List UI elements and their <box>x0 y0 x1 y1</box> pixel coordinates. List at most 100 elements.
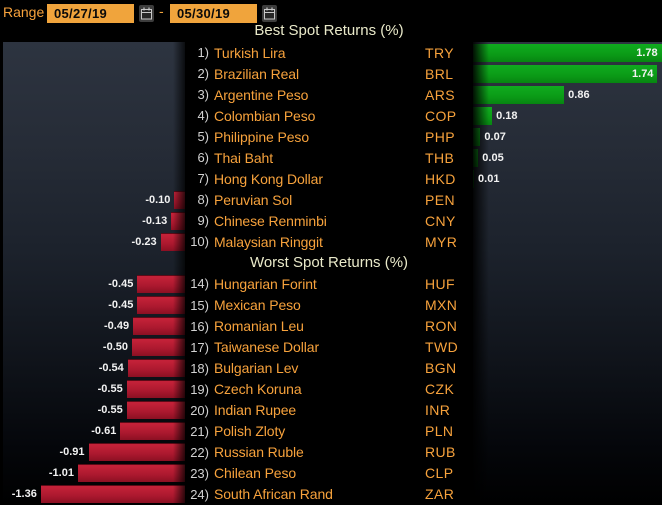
worst-section-title: Worst Spot Returns (%) <box>249 254 409 272</box>
date-end-input[interactable] <box>170 4 257 23</box>
positive-return-bar <box>473 106 493 125</box>
currency-row[interactable]: 15) Mexican Peso MXN <box>185 295 473 316</box>
row-number: 7) <box>197 171 209 187</box>
negative-return-bar <box>120 422 185 441</box>
currency-row[interactable]: 20) Indian Rupee INR <box>185 400 473 421</box>
bar-value-label: 0.05 <box>482 151 504 164</box>
currency-ticker: BRL <box>425 65 454 82</box>
negative-returns-chart-panel: -0.10 -0.13 -0.23 -0.45 -0.45 -0.49 -0.50 -0.54… <box>3 42 185 505</box>
currency-row[interactable]: 19) Czech Koruna CZK <box>185 379 473 400</box>
calendar-end-button[interactable] <box>262 5 277 22</box>
currency-name: Hungarian Forint <box>214 275 317 292</box>
negative-return-bar <box>40 485 185 504</box>
row-number: 1) <box>197 45 209 60</box>
currency-name: Turkish Lira <box>214 44 286 61</box>
date-start-input[interactable] <box>47 4 134 23</box>
range-toolbar: Range - <box>0 0 662 42</box>
calendar-icon <box>264 7 275 20</box>
positive-return-bar <box>473 127 481 146</box>
negative-return-bar <box>171 211 185 230</box>
bar-value-label: 0.18 <box>496 109 518 122</box>
currency-name: Brazilian Real <box>214 65 299 82</box>
bar-value-label: -0.13 <box>142 214 168 227</box>
positive-returns-chart-panel: 1.78 1.74 0.86 0.18 0.07 0.05 0.01 <box>473 42 662 505</box>
currency-name: Taiwanese Dollar <box>214 339 320 356</box>
positive-return-bar <box>473 64 658 83</box>
currency-row[interactable]: 23) Chilean Peso CLP <box>185 463 473 484</box>
bar-value-label: 1.74 <box>632 67 654 80</box>
currency-ticker: PHP <box>425 128 455 145</box>
calendar-start-button[interactable] <box>139 5 154 22</box>
positive-return-bar <box>473 85 565 104</box>
bar-value-label: -0.55 <box>97 383 123 396</box>
currency-row[interactable]: 14) Hungarian Forint HUF <box>185 273 473 294</box>
currency-ticker: TRY <box>425 44 454 61</box>
currency-name: Hong Kong Dollar <box>214 170 323 187</box>
row-number: 23) <box>190 465 209 481</box>
currency-ticker: CLP <box>425 465 454 482</box>
row-number: 17) <box>190 339 209 355</box>
currency-row[interactable]: 18) Bulgarian Lev BGN <box>185 358 473 379</box>
bar-value-label: -1.01 <box>48 467 74 480</box>
currency-row[interactable]: 8) Peruvian Sol PEN <box>185 189 473 210</box>
currency-ticker: ZAR <box>425 486 455 503</box>
row-number: 14) <box>190 276 209 292</box>
currency-row[interactable]: 2) Brazilian Real BRL <box>185 63 473 84</box>
positive-return-bar <box>473 169 475 188</box>
negative-return-bar <box>137 296 185 315</box>
negative-return-bar <box>126 380 185 399</box>
currency-name: Bulgarian Lev <box>214 360 299 377</box>
currency-row[interactable]: 24) South African Rand ZAR <box>185 484 473 505</box>
negative-return-bar <box>174 190 185 209</box>
negative-return-bar <box>160 232 185 251</box>
currency-row[interactable]: 21) Polish Zloty PLN <box>185 421 473 442</box>
row-number: 4) <box>197 108 209 124</box>
currency-name: Malaysian Ringgit <box>214 233 323 250</box>
bar-value-label: -0.49 <box>103 320 130 333</box>
currency-row[interactable]: 5) Philippine Peso PHP <box>185 126 473 147</box>
negative-return-bar <box>77 464 185 483</box>
currency-row[interactable]: 16) Romanian Leu RON <box>185 316 473 337</box>
currency-row[interactable]: 9) Chinese Renminbi CNY <box>185 210 473 231</box>
currency-row[interactable]: 4) Colombian Peso COP <box>185 105 473 126</box>
bar-value-label: -1.36 <box>11 488 37 501</box>
currency-ticker: BGN <box>425 360 457 377</box>
currency-ticker: INR <box>425 402 451 419</box>
row-number: 2) <box>197 66 209 82</box>
currency-ticker: COP <box>425 107 457 124</box>
row-number: 8) <box>197 192 209 208</box>
currency-row[interactable]: 7) Hong Kong Dollar HKD <box>185 168 473 189</box>
currency-name: Thai Baht <box>214 149 274 166</box>
row-number: 16) <box>190 318 209 334</box>
currency-row[interactable]: 6) Thai Baht THB <box>185 147 473 168</box>
bar-value-label: -0.61 <box>91 425 117 438</box>
currency-ticker: HUF <box>425 275 455 292</box>
currency-row[interactable]: 3) Argentine Peso ARS <box>185 84 473 105</box>
negative-return-bar <box>88 443 185 462</box>
currency-ticker: PEN <box>425 191 455 208</box>
bar-value-label: 1.78 <box>636 46 658 59</box>
bar-value-label: -0.45 <box>108 299 134 312</box>
currency-name: Czech Koruna <box>214 381 302 398</box>
currency-ticker: CNY <box>425 212 456 229</box>
currency-row[interactable]: 22) Russian Ruble RUB <box>185 442 473 463</box>
bar-value-label: -0.55 <box>97 404 123 417</box>
bar-value-label: -0.10 <box>145 193 171 206</box>
negative-return-bar <box>132 338 185 357</box>
negative-return-bar <box>137 274 185 293</box>
calendar-icon <box>141 7 152 20</box>
currency-name: South African Rand <box>214 486 333 503</box>
row-number: 21) <box>190 423 209 439</box>
bar-value-label: 0.01 <box>478 172 500 185</box>
currency-list: 1) Turkish Lira TRY 2) Brazilian Real BRL 3) Ar… <box>185 42 473 505</box>
bar-value-label: -0.23 <box>131 235 157 248</box>
bar-value-label: 0.07 <box>484 130 506 143</box>
positive-return-bar <box>473 148 479 167</box>
currency-ticker: MYR <box>425 233 458 250</box>
currency-row[interactable]: 10) Malaysian Ringgit MYR <box>185 231 473 252</box>
currency-row[interactable]: 17) Taiwanese Dollar TWD <box>185 337 473 358</box>
row-number: 3) <box>197 87 209 103</box>
currency-name: Chilean Peso <box>214 465 297 482</box>
currency-row[interactable]: 1) Turkish Lira TRY <box>185 42 473 63</box>
